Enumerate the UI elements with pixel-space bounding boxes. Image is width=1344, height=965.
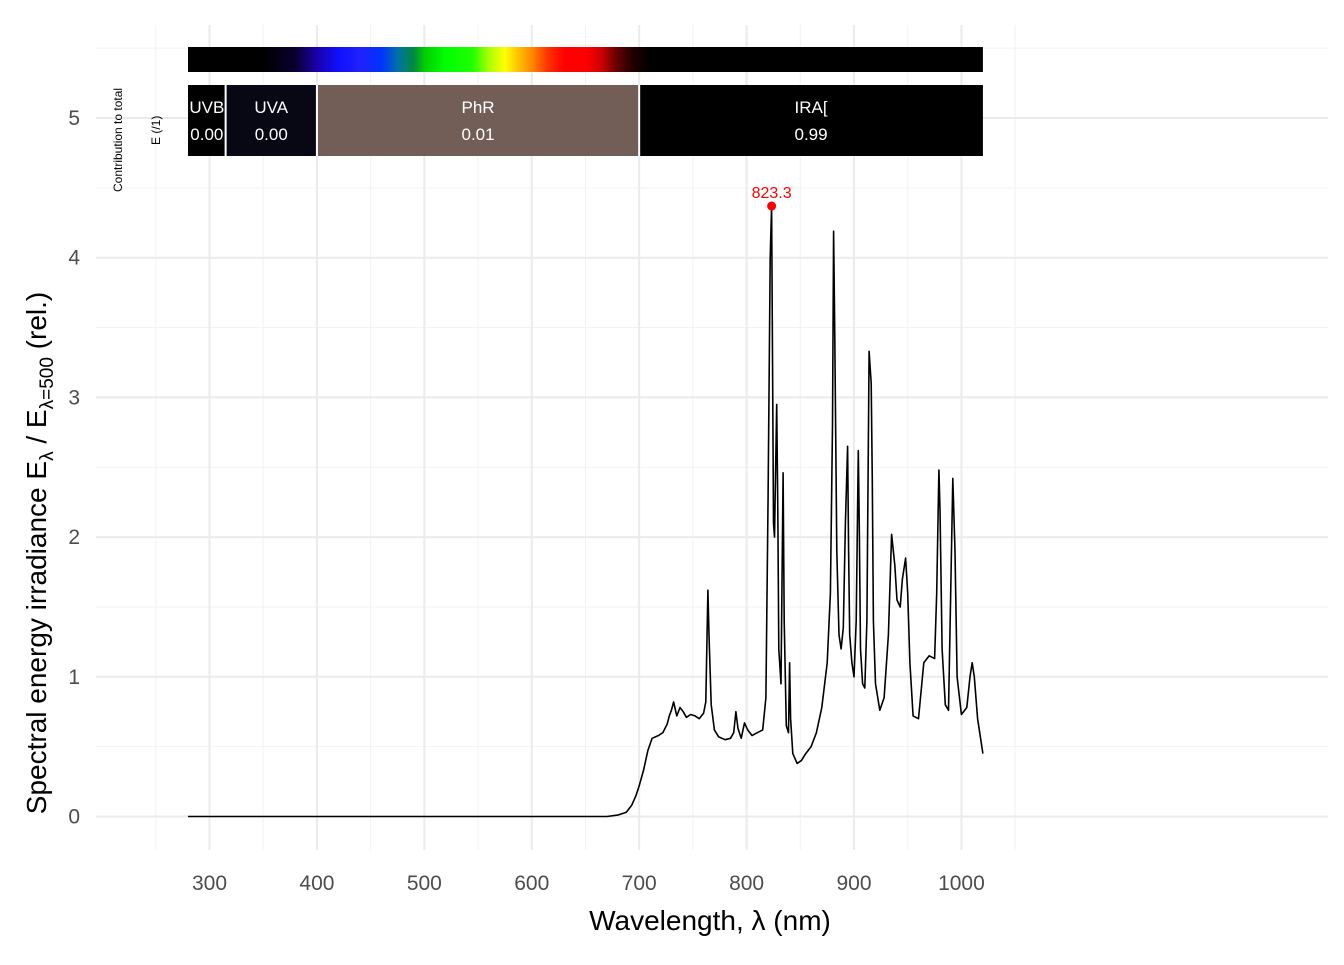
peak-label: 823.3 [752, 185, 792, 202]
band-label: IRA[ [795, 98, 828, 117]
spectrum-line [188, 205, 984, 818]
contribution-label: Contribution to total E (/1) [111, 88, 163, 192]
x-tick-label: 900 [836, 872, 871, 895]
spectrum-series [188, 205, 984, 818]
band-value: 0.00 [190, 125, 223, 144]
y-axis-title-sub1: λ [37, 451, 58, 461]
band-label: PhR [462, 98, 495, 117]
y-tick-label: 2 [68, 526, 80, 549]
peak-marker [767, 201, 777, 211]
wavelength-bands: UVB 0.00 UVA 0.00 PhR 0.01 IRA[ 0.99 [188, 47, 983, 156]
y-tick-label: 1 [68, 666, 80, 689]
band-value: 0.01 [462, 125, 495, 144]
y-axis-title-mid: / E [21, 409, 52, 451]
y-axis-title-suffix: (rel.) [21, 292, 52, 357]
x-tick-label: 800 [729, 872, 764, 895]
band-box [225, 85, 317, 156]
band-value: 0.00 [255, 125, 288, 144]
band-label: UVA [254, 98, 288, 117]
y-axis-title: Spectral energy irradiance Eλ / Eλ=500 (… [21, 292, 58, 814]
contribution-label-line1: Contribution to total [111, 88, 125, 192]
contribution-label-line2: E (/1) [149, 116, 163, 145]
y-tick-label: 0 [68, 806, 80, 829]
x-tick-label: 600 [514, 872, 549, 895]
spectrum-color-strip [188, 47, 983, 72]
x-tick-label: 300 [192, 872, 227, 895]
y-tick-label: 3 [68, 386, 80, 409]
band-label: UVB [189, 98, 224, 117]
y-tick-label: 4 [68, 247, 80, 270]
x-tick-label: 700 [622, 872, 657, 895]
y-tick-label: 5 [68, 107, 80, 130]
band-value: 0.99 [795, 125, 828, 144]
peak-annotation: 823.3 [752, 185, 792, 211]
band-box [316, 85, 640, 156]
x-tick-label: 1000 [938, 872, 985, 895]
y-axis-title-sub2: λ=500 [37, 357, 58, 409]
x-tick-label: 500 [407, 872, 442, 895]
band-box [639, 85, 983, 156]
band-box [188, 85, 226, 156]
x-axis-title: Wavelength, λ (nm) [589, 905, 831, 936]
x-tick-label: 400 [299, 872, 334, 895]
axis-ticks: 300 400 500 600 700 800 900 1000 0 1 2 3 4 5 [68, 107, 984, 895]
y-axis-title-prefix: Spectral energy irradiance E [21, 461, 52, 814]
